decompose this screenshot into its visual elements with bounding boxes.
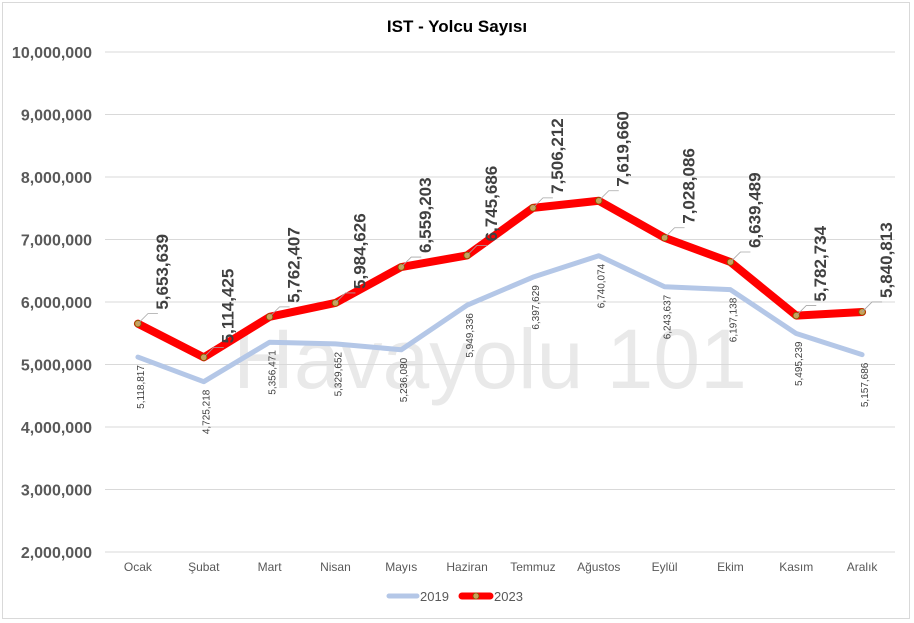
x-tick-label: Ağustos bbox=[577, 560, 620, 574]
series-line-2019 bbox=[135, 253, 865, 385]
x-tick-label: Ocak bbox=[124, 560, 153, 574]
data-label-2023: 7,028,086 bbox=[680, 148, 699, 224]
leader-line bbox=[795, 305, 817, 316]
data-label-2019: 5,495,239 bbox=[794, 341, 805, 386]
x-tick-label: Şubat bbox=[188, 560, 220, 574]
data-label-2019: 5,157,686 bbox=[860, 362, 871, 407]
y-tick-label: 7,000,000 bbox=[21, 233, 92, 250]
leader-line bbox=[466, 244, 488, 256]
chart-title: IST - Yolcu Sayısı bbox=[387, 17, 527, 36]
data-label-2023: 6,559,203 bbox=[416, 177, 435, 253]
x-tick-label: Mart bbox=[258, 560, 283, 574]
leader-line bbox=[400, 256, 422, 268]
data-label-2019: 5,236,080 bbox=[399, 357, 410, 402]
data-label-2019: 6,397,629 bbox=[531, 285, 542, 330]
data-label-2023: 7,506,212 bbox=[548, 118, 567, 194]
data-label-2023: 5,653,639 bbox=[153, 234, 172, 310]
y-tick-label: 5,000,000 bbox=[21, 358, 92, 375]
data-label-2019: 4,725,218 bbox=[202, 389, 213, 434]
leader-line bbox=[269, 306, 290, 318]
leader-line bbox=[532, 197, 553, 209]
data-label-2019: 6,243,637 bbox=[663, 294, 674, 339]
y-tick-label: 6,000,000 bbox=[21, 295, 92, 312]
leader-line bbox=[203, 346, 224, 358]
x-tick-label: Temmuz bbox=[510, 560, 555, 574]
data-label-2023: 5,840,813 bbox=[877, 222, 896, 298]
data-label-2023: 5,114,425 bbox=[219, 269, 238, 344]
data-label-2019: 5,949,336 bbox=[465, 313, 476, 358]
leader-line bbox=[335, 292, 356, 304]
data-label-2023: 6,745,686 bbox=[482, 166, 501, 242]
data-label-2019: 5,356,471 bbox=[268, 350, 279, 395]
x-tick-label: Ekim bbox=[717, 560, 744, 574]
leader-line bbox=[664, 227, 685, 239]
legend-label-2023: 2023 bbox=[494, 589, 523, 604]
legend-label-2019: 2019 bbox=[420, 589, 449, 604]
data-label-2019: 6,740,074 bbox=[597, 263, 608, 308]
data-label-2023: 5,984,626 bbox=[350, 213, 369, 289]
y-tick-label: 3,000,000 bbox=[21, 483, 92, 500]
x-tick-label: Haziran bbox=[446, 560, 487, 574]
data-label-2019: 5,118,817 bbox=[136, 365, 147, 409]
leader-line bbox=[598, 190, 619, 202]
data-label-2019: 5,329,652 bbox=[333, 351, 344, 396]
leader-line bbox=[137, 313, 158, 324]
series-line-2023 bbox=[133, 196, 867, 362]
leader-line bbox=[730, 251, 751, 263]
data-label-2023: 5,782,734 bbox=[811, 225, 830, 301]
watermark-text: Havayolu 101 bbox=[233, 312, 747, 406]
data-label-2019: 6,197,138 bbox=[728, 297, 739, 342]
x-tick-label: Aralık bbox=[847, 560, 879, 574]
y-tick-label: 2,000,000 bbox=[21, 545, 92, 562]
data-label-2023: 5,762,407 bbox=[285, 227, 304, 303]
leader-line bbox=[861, 301, 883, 313]
y-tick-label: 8,000,000 bbox=[21, 170, 92, 187]
x-tick-label: Eylül bbox=[652, 560, 678, 574]
data-label-2023: 7,619,660 bbox=[614, 111, 633, 187]
data-label-2023: 6,639,489 bbox=[745, 172, 764, 248]
legend: 2019 2023 bbox=[386, 589, 523, 604]
y-tick-label: 4,000,000 bbox=[21, 420, 92, 437]
y-tick-label: 9,000,000 bbox=[21, 108, 92, 125]
x-tick-label: Mayıs bbox=[385, 560, 417, 574]
x-tick-label: Nisan bbox=[320, 560, 351, 574]
y-tick-label: 10,000,000 bbox=[12, 45, 92, 62]
x-tick-label: Kasım bbox=[779, 560, 813, 574]
legend-marker-2023 bbox=[472, 592, 480, 600]
